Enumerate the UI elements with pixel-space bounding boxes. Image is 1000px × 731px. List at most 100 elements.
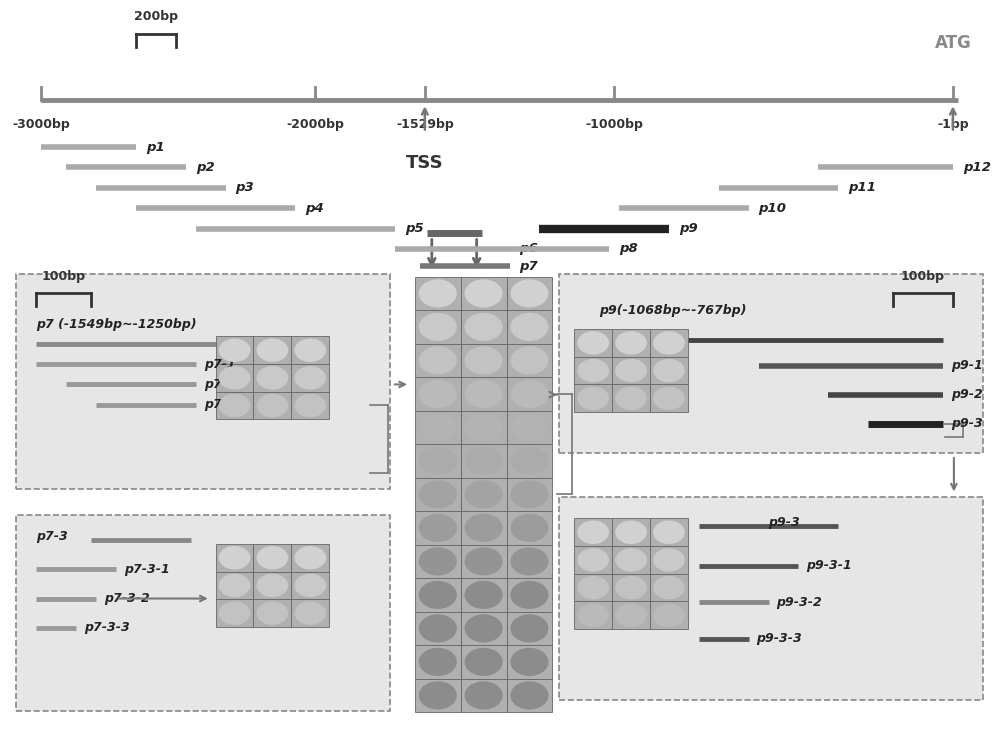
Text: p3: p3 [236, 181, 254, 194]
Circle shape [419, 615, 456, 642]
Circle shape [219, 575, 250, 596]
Circle shape [419, 515, 456, 541]
Bar [415, 511, 461, 545]
Text: p10: p10 [759, 202, 787, 215]
Bar [291, 336, 329, 364]
Circle shape [511, 581, 548, 608]
Bar [16, 274, 390, 489]
Circle shape [616, 360, 646, 382]
Bar [415, 477, 461, 511]
Text: -3000bp: -3000bp [12, 118, 70, 131]
Bar [650, 518, 688, 546]
Text: p9-3-3: p9-3-3 [757, 632, 802, 645]
Bar [507, 310, 552, 344]
Text: p7-3: p7-3 [204, 398, 235, 412]
Text: -1000bp: -1000bp [585, 118, 643, 131]
Circle shape [419, 347, 456, 374]
Bar [415, 645, 461, 678]
Bar [253, 392, 291, 420]
Circle shape [616, 577, 646, 599]
Bar [507, 511, 552, 545]
Text: TSS: TSS [406, 154, 444, 173]
Circle shape [295, 395, 325, 417]
Circle shape [295, 367, 325, 389]
Bar [291, 364, 329, 392]
Text: 100bp: 100bp [901, 270, 945, 283]
Circle shape [465, 481, 502, 508]
Bar [507, 344, 552, 377]
Text: p7: p7 [519, 260, 538, 273]
Bar [574, 518, 612, 546]
Circle shape [511, 515, 548, 541]
Bar [559, 496, 983, 700]
Circle shape [257, 547, 288, 569]
Circle shape [419, 314, 456, 341]
Circle shape [578, 521, 608, 543]
Circle shape [419, 280, 456, 307]
Bar [461, 678, 507, 712]
Bar [574, 357, 612, 385]
Bar [461, 477, 507, 511]
Text: p9-3-1: p9-3-1 [806, 559, 852, 572]
Circle shape [616, 521, 646, 543]
Bar [507, 645, 552, 678]
Bar [461, 545, 507, 578]
Bar [216, 599, 253, 627]
Circle shape [465, 548, 502, 575]
Bar [507, 411, 552, 444]
Circle shape [578, 360, 608, 382]
Circle shape [257, 395, 288, 417]
Bar [574, 385, 612, 412]
Circle shape [616, 387, 646, 409]
Bar [415, 612, 461, 645]
Circle shape [654, 521, 684, 543]
Text: p9-3-2: p9-3-2 [777, 596, 822, 609]
Circle shape [419, 581, 456, 608]
Text: p7-3-3: p7-3-3 [84, 621, 130, 635]
Bar [574, 602, 612, 629]
Circle shape [219, 367, 250, 389]
Bar [415, 678, 461, 712]
Circle shape [578, 332, 608, 354]
Circle shape [295, 575, 325, 596]
Bar [415, 411, 461, 444]
Circle shape [295, 339, 325, 361]
Circle shape [511, 314, 548, 341]
Bar [291, 572, 329, 599]
Text: p8: p8 [619, 243, 638, 255]
Bar [612, 602, 650, 629]
Circle shape [654, 577, 684, 599]
Bar [461, 377, 507, 411]
Text: -1529bp: -1529bp [396, 118, 454, 131]
Text: p7 (-1549bp∼-1250bp): p7 (-1549bp∼-1250bp) [36, 318, 197, 331]
Bar [216, 392, 253, 420]
Circle shape [465, 280, 502, 307]
Circle shape [465, 347, 502, 374]
Circle shape [616, 549, 646, 571]
Circle shape [219, 547, 250, 569]
Bar [415, 377, 461, 411]
Bar [612, 518, 650, 546]
Circle shape [511, 615, 548, 642]
Circle shape [654, 360, 684, 382]
Bar [507, 276, 552, 310]
Text: p9-2: p9-2 [951, 388, 983, 401]
Bar [253, 572, 291, 599]
Circle shape [257, 339, 288, 361]
Circle shape [465, 615, 502, 642]
Bar [216, 572, 253, 599]
Bar [507, 612, 552, 645]
Bar [461, 612, 507, 645]
Circle shape [511, 414, 548, 441]
Circle shape [465, 682, 502, 709]
Text: p7-2: p7-2 [204, 378, 235, 391]
Bar [612, 546, 650, 574]
Bar [507, 578, 552, 612]
Bar [507, 444, 552, 477]
Bar [461, 276, 507, 310]
Circle shape [616, 605, 646, 626]
Bar [415, 545, 461, 578]
Circle shape [511, 648, 548, 675]
Circle shape [257, 367, 288, 389]
Bar [650, 574, 688, 602]
